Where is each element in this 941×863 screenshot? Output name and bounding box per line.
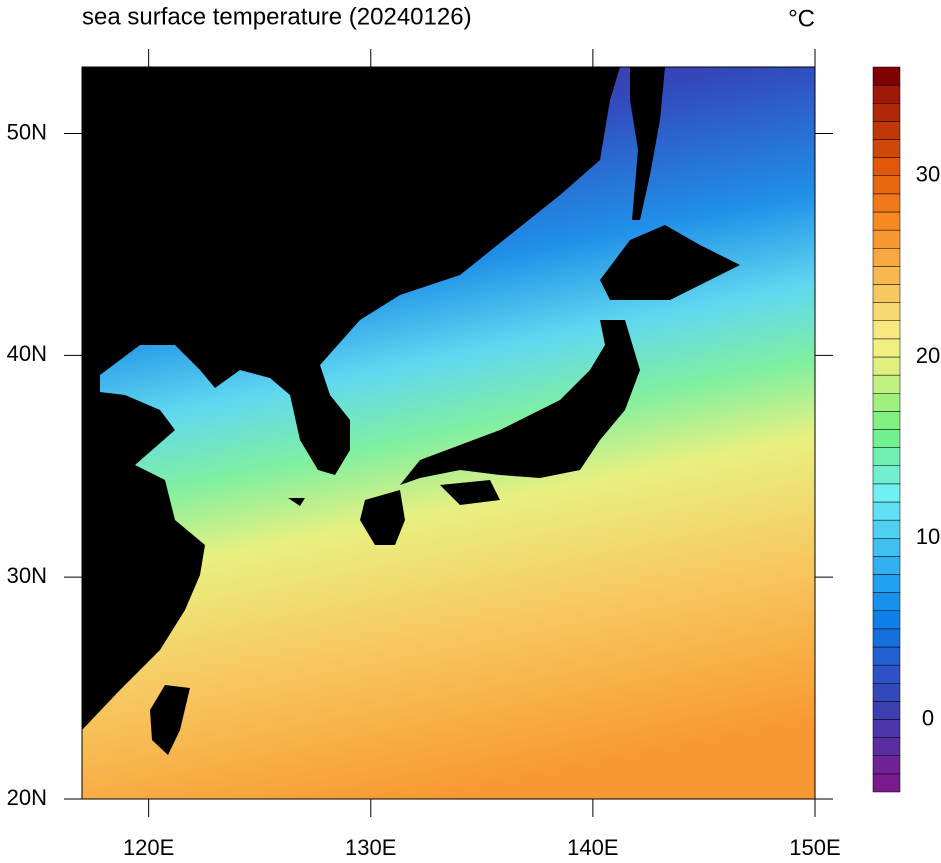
- map: [82, 67, 815, 799]
- colorbar-tick-label: 10: [916, 524, 940, 549]
- colorbar-box: [872, 302, 901, 321]
- colorbar-box: [872, 664, 901, 684]
- colorbar-box: [872, 719, 901, 738]
- colorbar-box: [872, 175, 901, 195]
- colorbar-tick-label: 20: [916, 343, 940, 368]
- y-tick-label: 20N: [7, 785, 47, 810]
- y-tick-label: 50N: [7, 119, 47, 144]
- colorbar-box: [872, 592, 901, 611]
- x-tick-label: 130E: [345, 835, 396, 858]
- colorbar-box: [872, 447, 901, 466]
- colorbar-box: [872, 374, 901, 394]
- colorbar-box: [872, 519, 901, 539]
- colorbar-box: [872, 121, 901, 140]
- colorbar-box: [872, 755, 901, 775]
- colorbar-box: [872, 157, 901, 176]
- colorbar-box: [872, 465, 901, 485]
- y-tick-label: 30N: [7, 563, 47, 588]
- colorbar-box: [872, 139, 901, 158]
- colorbar-box: [872, 628, 901, 648]
- colorbar-box: [872, 737, 901, 756]
- colorbar-box: [872, 84, 901, 104]
- colorbar-box: [872, 411, 901, 430]
- colorbar-box: [872, 556, 901, 575]
- colorbar-box: [872, 211, 901, 231]
- chart-title: sea surface temperature (20240126): [82, 3, 472, 30]
- colorbar-box: [872, 338, 901, 358]
- colorbar-box: [872, 429, 901, 448]
- colorbar-box: [872, 574, 901, 593]
- colorbar-box: [872, 193, 901, 213]
- y-tick-label: 40N: [7, 341, 47, 366]
- colorbar-box: [872, 610, 901, 630]
- x-tick-label: 120E: [123, 835, 174, 858]
- colorbar-box: [872, 393, 901, 412]
- colorbar-box: [872, 66, 901, 86]
- colorbar-box: [872, 501, 901, 521]
- colorbar-box: [872, 248, 901, 267]
- x-tick-label: 140E: [567, 835, 618, 858]
- colorbar-tick-label: 30: [916, 162, 940, 187]
- colorbar-box: [872, 356, 901, 376]
- land: [82, 67, 740, 755]
- colorbar-tick-label: 0: [922, 705, 934, 730]
- colorbar-box: [872, 538, 901, 557]
- colorbar-box: [872, 701, 901, 720]
- colorbar-box: [872, 320, 901, 340]
- colorbar-box: [872, 229, 901, 249]
- colorbar-box: [872, 773, 901, 793]
- colorbar-box: [872, 483, 901, 503]
- colorbar-box: [872, 646, 901, 666]
- colorbar-box: [872, 103, 901, 122]
- colorbar-box: [872, 683, 901, 702]
- colorbar-box: [872, 284, 901, 303]
- x-tick-label: 150E: [789, 835, 840, 858]
- plot-frame: [81, 66, 816, 800]
- colorbar-box: [872, 266, 901, 285]
- unit-label: °C: [788, 5, 815, 32]
